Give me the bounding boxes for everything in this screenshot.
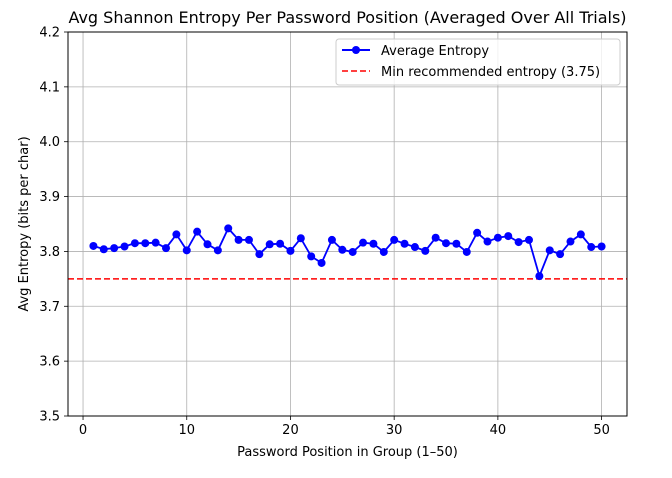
data-point	[504, 232, 513, 241]
data-point	[265, 240, 274, 249]
data-point	[421, 246, 430, 255]
y-tick-label: 3.9	[39, 190, 60, 205]
y-tick-label: 3.6	[39, 355, 60, 370]
legend-entropy-marker	[352, 46, 360, 54]
data-point	[462, 247, 471, 256]
data-point	[566, 237, 575, 246]
data-point	[182, 246, 191, 255]
data-point	[535, 272, 544, 281]
data-point	[348, 247, 357, 256]
data-point	[213, 246, 222, 255]
legend-entropy-label: Average Entropy	[381, 44, 489, 59]
data-point	[576, 230, 585, 239]
data-point	[390, 235, 399, 244]
x-axis-label: Password Position in Group (1–50)	[237, 445, 458, 460]
data-point	[110, 244, 119, 253]
data-point	[514, 238, 523, 247]
plot-frame	[67, 31, 628, 417]
data-point	[276, 239, 285, 248]
data-point	[89, 241, 98, 250]
data-point	[587, 243, 596, 252]
data-point	[359, 238, 368, 247]
data-point	[286, 246, 295, 255]
legend: Average Entropy Min recommended entropy …	[335, 38, 621, 86]
data-point	[307, 252, 316, 261]
y-tick-label: 4.2	[39, 26, 60, 41]
data-point	[597, 242, 606, 251]
series	[89, 224, 606, 281]
data-point	[296, 234, 305, 243]
data-point	[224, 224, 233, 233]
data-point	[203, 240, 212, 249]
x-tick-label: 30	[386, 423, 403, 438]
data-point	[431, 233, 440, 242]
x-tick-label: 0	[79, 423, 87, 438]
y-tick-label: 4.0	[39, 135, 60, 150]
axes: 0 10 20 30 40 50 3.5 3.6 3.7 3.8 3.9 4.0 4.1 4.2	[39, 26, 610, 439]
y-axis-label: Avg Entropy (bits per char)	[17, 136, 32, 311]
x-tick-label: 20	[282, 423, 299, 438]
data-point	[130, 239, 139, 248]
data-point	[162, 244, 171, 253]
data-point	[151, 238, 160, 247]
y-tick-label: 4.1	[39, 80, 60, 95]
data-point	[556, 250, 565, 259]
data-point	[493, 233, 502, 242]
x-tick-label: 50	[593, 423, 610, 438]
data-point	[193, 227, 202, 236]
data-point	[141, 239, 150, 248]
y-tick-label: 3.5	[39, 410, 60, 425]
y-tick-label: 3.7	[39, 300, 60, 315]
data-point	[524, 235, 533, 244]
data-point	[400, 239, 409, 248]
data-point	[172, 230, 181, 239]
data-point	[379, 247, 388, 256]
data-point	[545, 246, 554, 255]
data-point	[473, 228, 482, 237]
data-point	[483, 237, 492, 246]
y-tick-label: 3.8	[39, 245, 60, 260]
legend-box	[335, 38, 621, 86]
data-point	[410, 243, 419, 252]
data-point	[452, 239, 461, 248]
chart-title: Avg Shannon Entropy Per Password Positio…	[68, 8, 626, 27]
data-point	[338, 245, 347, 254]
x-tick-label: 40	[490, 423, 507, 438]
data-point	[255, 250, 264, 259]
data-point	[327, 235, 336, 244]
data-point	[442, 239, 451, 248]
data-point	[369, 239, 378, 248]
data-point	[234, 235, 243, 244]
data-point	[120, 242, 129, 251]
data-point	[317, 258, 326, 267]
legend-threshold-label: Min recommended entropy (3.75)	[381, 65, 600, 80]
data-point	[244, 235, 253, 244]
x-tick-label: 10	[178, 423, 195, 438]
data-point	[99, 245, 108, 254]
